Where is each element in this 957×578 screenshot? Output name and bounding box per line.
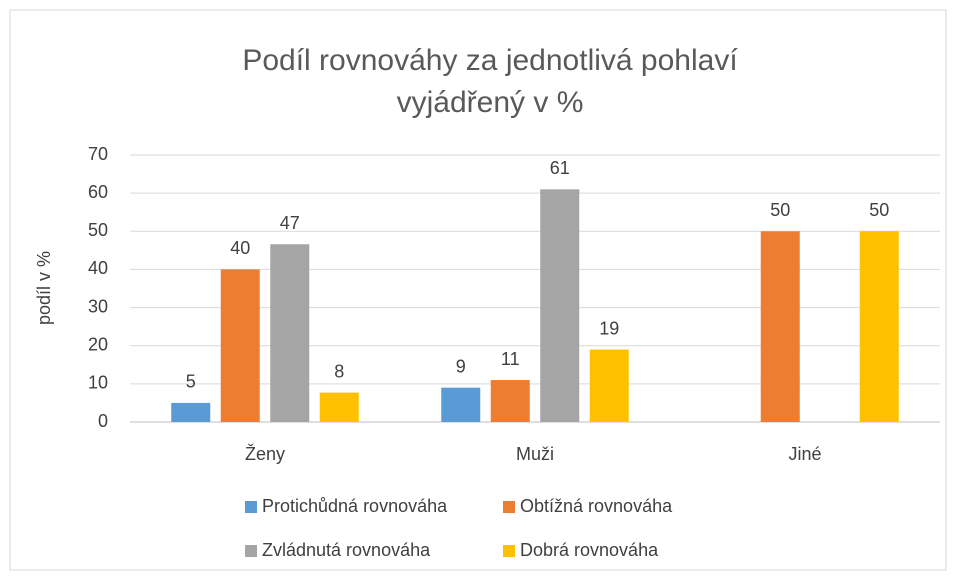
y-tick-label: 30 bbox=[88, 296, 108, 316]
x-tick-label: Ženy bbox=[245, 444, 285, 464]
data-label: 8 bbox=[334, 361, 344, 381]
data-label: 61 bbox=[550, 158, 570, 178]
data-label: 47 bbox=[280, 213, 300, 233]
bar bbox=[270, 244, 310, 422]
legend-label: Obtížná rovnováha bbox=[520, 496, 673, 516]
y-tick-label: 20 bbox=[88, 334, 108, 354]
legend-swatch bbox=[503, 501, 515, 513]
chart-title: vyjádřený v % bbox=[397, 86, 584, 119]
bar bbox=[220, 269, 260, 422]
y-tick-label: 0 bbox=[98, 411, 108, 431]
legend-label: Zvládnutá rovnováha bbox=[262, 540, 431, 560]
legend-label: Dobrá rovnováha bbox=[520, 540, 659, 560]
chart-title: Podíl rovnováhy za jednotlivá pohlaví bbox=[242, 44, 738, 77]
data-label: 19 bbox=[599, 318, 619, 338]
bar bbox=[171, 402, 211, 422]
bar bbox=[760, 231, 800, 422]
bar bbox=[441, 387, 481, 422]
x-tick-label: Jiné bbox=[788, 444, 821, 464]
bar bbox=[540, 189, 580, 422]
data-label: 50 bbox=[869, 200, 889, 220]
y-tick-label: 40 bbox=[88, 258, 108, 278]
data-label: 5 bbox=[186, 372, 196, 392]
y-axis-label: podíl v % bbox=[34, 251, 54, 325]
legend-swatch bbox=[245, 545, 257, 557]
data-label: 40 bbox=[230, 238, 250, 258]
legend-label: Protichůdná rovnováha bbox=[262, 496, 448, 516]
data-label: 50 bbox=[770, 200, 790, 220]
bar bbox=[589, 349, 629, 422]
y-tick-label: 70 bbox=[88, 144, 108, 164]
bar bbox=[319, 392, 359, 422]
y-tick-label: 50 bbox=[88, 220, 108, 240]
data-label: 9 bbox=[456, 356, 466, 376]
bar bbox=[490, 380, 530, 422]
legend-swatch bbox=[245, 501, 257, 513]
y-tick-label: 60 bbox=[88, 182, 108, 202]
legend-swatch bbox=[503, 545, 515, 557]
data-label: 11 bbox=[501, 349, 520, 369]
x-tick-label: Muži bbox=[516, 444, 554, 464]
bar bbox=[859, 231, 899, 422]
y-tick-label: 10 bbox=[88, 373, 108, 393]
